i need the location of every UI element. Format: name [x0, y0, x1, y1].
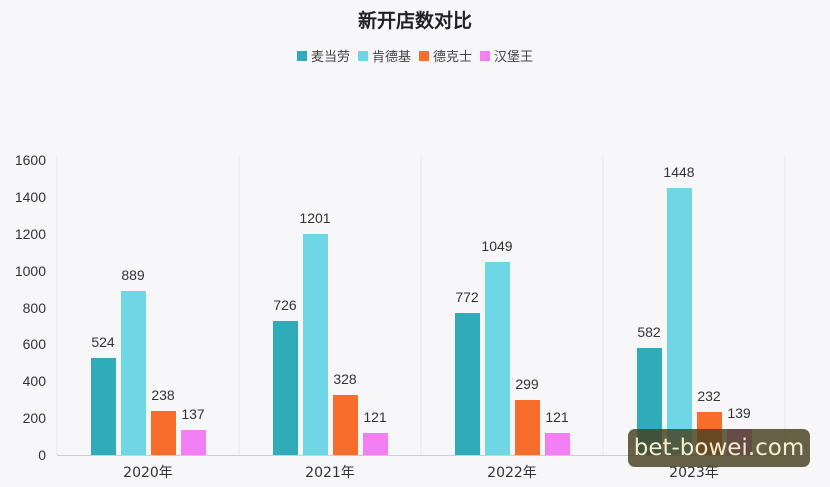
bar[interactable]	[362, 432, 388, 455]
bar[interactable]	[150, 411, 176, 455]
y-tick-label: 600	[22, 336, 46, 353]
watermark: bet-bowei.com	[628, 429, 810, 467]
bar-value-label: 889	[121, 267, 145, 284]
bar[interactable]	[180, 429, 206, 455]
bar-value-label: 582	[637, 323, 661, 340]
bar-value-label: 1201	[299, 209, 331, 226]
y-tick-label: 1400	[14, 188, 46, 205]
x-axis-line	[57, 455, 785, 456]
category-divider	[238, 156, 240, 455]
legend-swatch-icon	[296, 50, 307, 61]
legend-item[interactable]: 德克士	[419, 46, 472, 65]
legend-label: 汉堡王	[494, 50, 534, 65]
y-tick-label: 1200	[14, 225, 46, 242]
category-divider	[56, 156, 58, 455]
legend-swatch-icon	[419, 50, 429, 61]
bar-value-label: 328	[333, 370, 357, 387]
y-tick-label: 1600	[14, 152, 46, 168]
y-tick-label: 0	[38, 447, 46, 463]
bar-value-label: 1049	[481, 237, 513, 254]
y-tick-label: 400	[22, 373, 46, 390]
legend-item[interactable]: 麦当劳	[296, 46, 350, 65]
bar-value-label: 299	[515, 375, 539, 392]
bar-value-label: 524	[91, 334, 115, 351]
y-tick-label: 1000	[14, 262, 46, 279]
legend-label: 麦当劳	[310, 50, 350, 65]
bar[interactable]	[90, 358, 116, 455]
bar[interactable]	[272, 321, 298, 455]
bar[interactable]	[120, 291, 146, 455]
bar[interactable]	[544, 432, 570, 455]
chart-title: 新开店数对比	[357, 10, 472, 32]
category-divider	[602, 156, 604, 455]
y-tick-label: 800	[22, 299, 46, 316]
bar[interactable]	[666, 188, 692, 455]
bar[interactable]	[484, 261, 510, 455]
legend-item[interactable]: 肯德基	[357, 46, 411, 65]
bar[interactable]	[454, 312, 480, 455]
bar-value-label: 139	[727, 405, 751, 422]
bar-value-label: 238	[151, 387, 175, 404]
bar-value-label: 121	[545, 408, 569, 425]
bar-value-label: 1448	[663, 164, 695, 181]
x-tick-label: 2023年	[669, 465, 719, 481]
bar-value-label: 121	[363, 408, 387, 425]
legend-swatch-icon	[480, 50, 491, 61]
x-tick-label: 2021年	[305, 465, 355, 481]
legend-swatch-icon	[357, 50, 368, 61]
bar-value-label: 137	[181, 405, 205, 422]
bar-value-label: 726	[273, 297, 297, 314]
category-divider	[784, 156, 786, 455]
legend-item[interactable]: 汉堡王	[480, 46, 533, 65]
bar[interactable]	[332, 394, 358, 455]
y-tick-label: 200	[22, 410, 46, 427]
x-tick-label: 2020年	[123, 465, 173, 481]
chart-legend: 麦当劳 肯德基 德克士 汉堡王	[0, 46, 830, 65]
category-divider	[420, 156, 422, 455]
legend-label: 德克士	[433, 50, 473, 65]
bar[interactable]	[302, 233, 328, 455]
bar-value-label: 232	[697, 388, 721, 405]
legend-label: 肯德基	[371, 50, 411, 65]
x-tick-label: 2022年	[487, 465, 537, 481]
bar[interactable]	[514, 399, 540, 455]
bar-value-label: 772	[455, 288, 479, 305]
